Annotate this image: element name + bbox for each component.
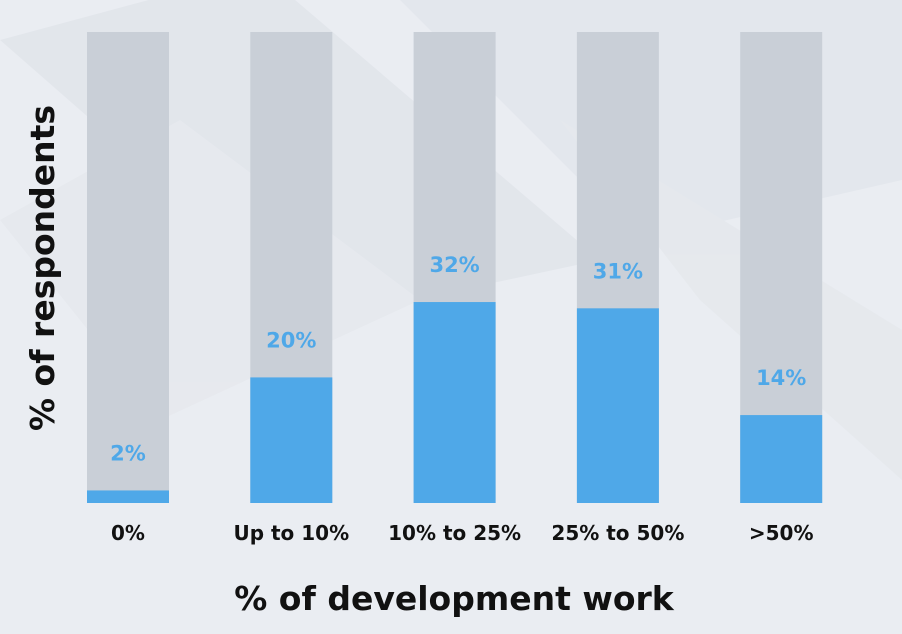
data-label: 20%: [266, 328, 316, 352]
x-tick-label: 25% to 50%: [551, 521, 684, 545]
x-tick-label: 0%: [111, 521, 145, 545]
data-label: 31%: [593, 259, 643, 283]
bar: [87, 490, 169, 503]
x-tick-labels: 0% Up to 10% 10% to 25% 25% to 50% >50%: [111, 521, 814, 545]
x-tick-label: 10% to 25%: [388, 521, 521, 545]
bar: [740, 415, 823, 503]
bar: [576, 308, 659, 503]
data-label: 14%: [756, 366, 806, 390]
bar: [413, 302, 496, 503]
data-label: 2%: [110, 441, 146, 465]
bar-track: [87, 32, 169, 503]
x-tick-label: Up to 10%: [233, 521, 349, 545]
x-axis-title: % of development work: [234, 579, 675, 618]
x-tick-label: >50%: [749, 521, 814, 545]
data-label: 32%: [429, 253, 479, 277]
bars: [87, 302, 823, 503]
bar: [250, 377, 333, 503]
y-axis-title: % of respondents: [23, 105, 62, 431]
data-labels: 2% 20% 32% 31% 14%: [110, 253, 806, 465]
